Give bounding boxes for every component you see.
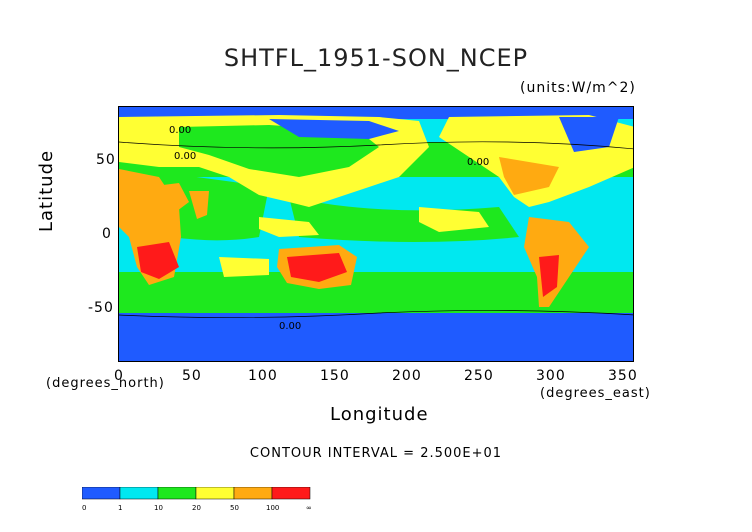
y-axis-label: Latitude bbox=[36, 149, 57, 232]
x-tick-label: 0 bbox=[114, 368, 124, 384]
x-tick-label: 150 bbox=[320, 368, 350, 384]
x-axis-label: Longitude bbox=[330, 404, 429, 425]
contour-label: 0.00 bbox=[467, 157, 489, 168]
x-tick-label: 100 bbox=[248, 368, 278, 384]
colorbar-label: 100 bbox=[266, 504, 279, 512]
southern-low-strip bbox=[119, 313, 633, 321]
greenland-cold bbox=[559, 117, 619, 152]
africa-hot bbox=[137, 242, 179, 279]
x-tick-label: 50 bbox=[182, 368, 202, 384]
x-axis-unit-label: (degrees_east) bbox=[540, 386, 651, 401]
colorbar-swatch bbox=[157, 486, 197, 500]
x-tick-label: 250 bbox=[464, 368, 494, 384]
australia-hot bbox=[287, 253, 347, 282]
colorbar-label: 50 bbox=[230, 504, 239, 512]
x-tick-label: 350 bbox=[608, 368, 638, 384]
contour-label: 0.00 bbox=[279, 321, 301, 332]
north-america-hot bbox=[499, 157, 559, 195]
x-tick-label: 200 bbox=[392, 368, 422, 384]
colorbar-swatch bbox=[119, 486, 159, 500]
india-hot bbox=[189, 191, 209, 219]
units-label: (units:W/m^2) bbox=[520, 80, 636, 96]
colorbar: 0 1 10 20 50 100 ∞ bbox=[81, 486, 332, 521]
contour-interval-text: CONTOUR INTERVAL = 2.500E+01 bbox=[249, 446, 503, 461]
contour-line-south bbox=[119, 310, 633, 318]
world-map-svg: 0.00 0.00 0.00 0.00 bbox=[119, 107, 633, 361]
map-title: SHTFL_1951-SON_NCEP bbox=[223, 44, 529, 72]
contour-label: 0.00 bbox=[169, 125, 191, 136]
south-america-hot bbox=[539, 255, 559, 297]
colorbar-swatch bbox=[81, 486, 121, 500]
colorbar-swatch bbox=[271, 486, 311, 500]
colorbar-swatch bbox=[233, 486, 273, 500]
antarctic-region bbox=[119, 319, 633, 361]
indian-ocean-warm bbox=[219, 257, 269, 277]
y-tick-label: 0 bbox=[102, 226, 112, 242]
map-plot-area: 0.00 0.00 0.00 0.00 bbox=[118, 106, 634, 362]
contour-label: 0.00 bbox=[174, 151, 196, 162]
y-tick-label: -50 bbox=[88, 300, 114, 316]
pacific-warm-patch bbox=[419, 207, 489, 232]
tropical-band-east bbox=[289, 197, 519, 242]
y-axis-unit-label: (degrees_north) bbox=[46, 376, 165, 391]
y-tick-label: 50 bbox=[96, 152, 116, 168]
colorbar-svg: 0 1 10 20 50 100 ∞ bbox=[81, 486, 312, 512]
x-tick-label: 300 bbox=[536, 368, 566, 384]
siberia-cold bbox=[269, 119, 399, 139]
colorbar-label: 0 bbox=[82, 504, 86, 512]
contour-line-north bbox=[119, 141, 633, 150]
colorbar-label: 1 bbox=[118, 504, 122, 512]
eurasia-warm-core bbox=[179, 125, 379, 177]
indonesia-islands bbox=[259, 217, 319, 237]
colorbar-label: ∞ bbox=[306, 504, 312, 512]
colorbar-swatch bbox=[195, 486, 235, 500]
colorbar-label: 10 bbox=[154, 504, 163, 512]
colorbar-label: 20 bbox=[192, 504, 201, 512]
